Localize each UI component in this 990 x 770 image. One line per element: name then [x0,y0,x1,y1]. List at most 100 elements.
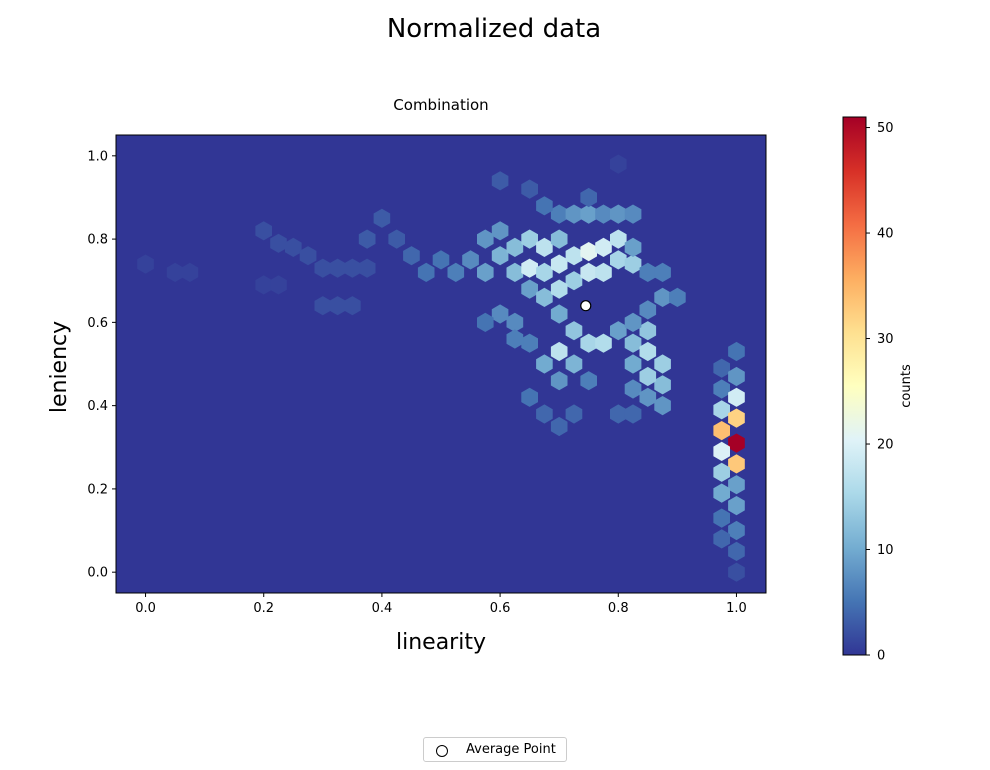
x-tick-label-1: 0.2 [253,601,274,616]
legend-label: Average Point [466,742,556,757]
hex-cell-42 [610,250,627,270]
hex-cell-114 [713,529,730,549]
hex-cell-80 [521,387,538,407]
hex-cell-58 [550,341,568,362]
hex-cell-43 [610,229,627,249]
colorbar-tick-label-0: 0 [877,649,885,664]
hex-cell-112 [713,508,730,528]
hex-cell-39 [580,262,597,282]
hex-cell-73 [639,366,657,387]
hex-cell-32 [536,262,553,282]
hex-cell-75 [654,396,671,416]
hex-cell-16 [358,229,376,249]
hex-cell-35 [550,229,568,249]
hex-cell-13 [314,296,332,316]
hex-cell-2 [181,262,199,282]
hex-cell-52 [536,287,553,307]
hex-cell-40 [595,237,612,257]
hex-cell-101 [728,387,745,407]
hex-cell-102 [713,400,730,420]
hex-cell-37 [565,271,583,291]
hex-cell-3 [255,221,272,241]
hex-cell-106 [713,441,730,461]
y-tick-label-0: 0.0 [87,566,108,581]
hex-cell-49 [669,287,686,307]
hex-cell-46 [639,262,657,282]
hex-cell-104 [713,421,730,441]
hex-cell-94 [521,179,538,199]
hex-cell-27 [491,221,509,241]
hex-cell-89 [595,204,612,224]
hex-cell-55 [565,321,583,341]
hex-cell-15 [344,296,361,316]
colorbar [842,116,867,656]
hex-cell-64 [491,304,509,324]
hex-cell-60 [536,354,553,374]
hex-cell-72 [654,375,671,395]
hex-cell-44 [624,254,642,274]
hex-cell-51 [521,279,538,299]
hex-cell-30 [521,258,538,278]
hex-cell-21 [432,250,450,270]
hex-cell-24 [477,262,494,282]
x-axis: 0.0 0.2 0.4 0.6 0.8 1.0 [135,593,747,616]
colorbar-label: counts [899,364,914,408]
hex-cell-74 [624,354,642,374]
hex-cell-116 [728,562,745,582]
hex-cell-48 [654,287,671,307]
average-point-marker [580,300,592,312]
hex-cell-1 [166,262,184,282]
hex-cell-88 [580,204,597,224]
y-tick-label-2: 0.4 [87,399,108,414]
hex-cell-69 [639,341,657,362]
colorbar-ticks: 0 10 20 30 40 50 [866,121,894,664]
hex-cell-36 [565,246,583,266]
hex-cell-66 [521,333,538,353]
hex-cell-86 [550,204,568,224]
hex-cell-109 [728,475,745,495]
y-axis-label: leniency [47,321,72,413]
x-tick-label-0: 0.0 [135,601,156,616]
hex-cell-26 [491,246,509,266]
hex-cell-68 [624,333,642,353]
hex-cell-103 [728,408,745,428]
hex-cell-41 [595,262,612,282]
hex-cell-92 [536,196,553,216]
hex-cell-62 [580,371,597,391]
chart-title: Combination [393,96,488,114]
hex-cell-45 [624,237,642,257]
hex-cell-90 [610,204,627,224]
colorbar-tick-label-1: 10 [877,543,894,558]
hex-cell-33 [536,237,553,257]
hex-cell-97 [713,358,730,378]
y-tick-label-1: 0.2 [87,482,108,497]
hex-cell-22 [447,262,465,282]
hex-cell-65 [477,312,494,332]
x-tick-label-5: 1.0 [726,601,747,616]
hex-cell-56 [580,333,597,353]
hex-cell-67 [506,329,524,349]
hex-cell-28 [506,262,524,282]
hex-cell-77 [639,387,657,407]
hex-cell-34 [550,254,568,274]
y-tick-label-5: 1.0 [87,149,108,164]
hex-cell-63 [506,312,524,332]
hex-cell-91 [624,204,642,224]
hex-cell-10 [329,258,346,278]
hex-cell-9 [314,258,332,278]
hex-cell-12 [358,258,376,278]
legend-circle-icon [436,745,448,757]
hex-cell-93 [580,187,597,208]
x-axis-label: linearity [396,630,486,655]
hex-cell-18 [388,229,405,249]
hex-cell-96 [610,154,627,174]
colorbar-tick-label-5: 50 [877,121,894,136]
hex-cell-85 [624,404,642,424]
hex-cell-98 [728,341,745,362]
x-tick-label-2: 0.4 [372,601,393,616]
hex-cell-8 [270,275,287,295]
y-axis: 0.0 0.2 0.4 0.6 0.8 1.0 [87,149,116,581]
hex-cell-23 [462,250,479,270]
hex-cell-19 [403,246,420,266]
